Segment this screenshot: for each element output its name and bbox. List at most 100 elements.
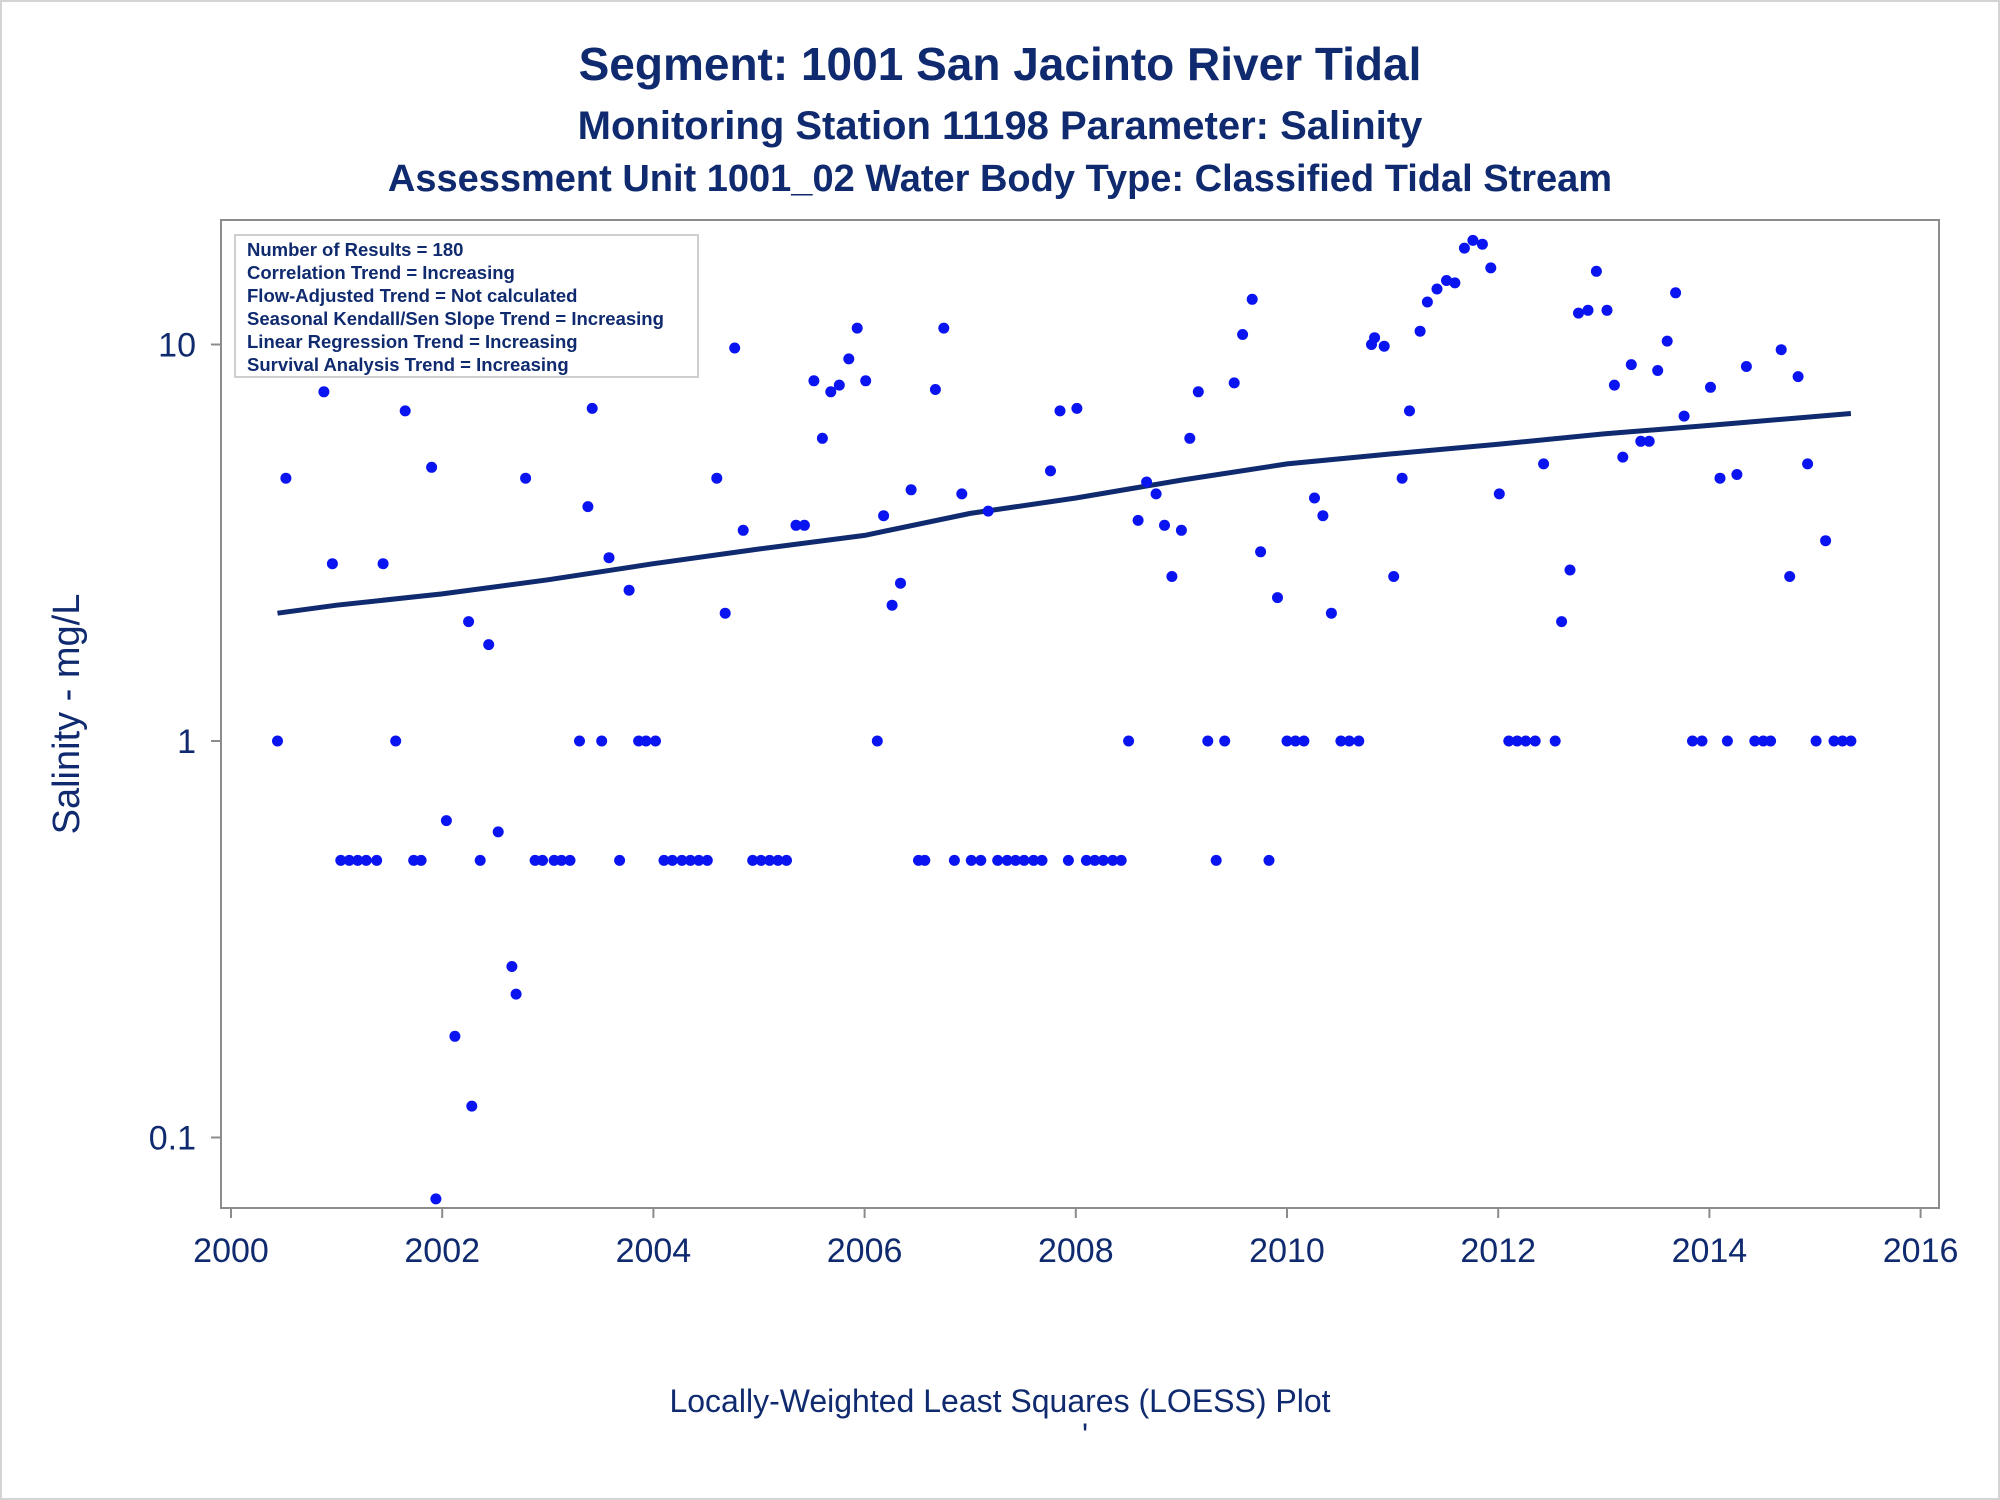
- data-point: [1740, 361, 1752, 372]
- data-point: [755, 854, 767, 866]
- plot-area: [220, 219, 1940, 1209]
- data-point: [1317, 510, 1329, 522]
- x-tick-label: 2004: [616, 1232, 692, 1270]
- data-point: [1705, 381, 1716, 393]
- data-point: [1028, 854, 1040, 866]
- x-axis: 2000 2002 2004 2006 2008 2010 2012 2014 2016: [193, 1208, 1958, 1270]
- data-point: [1421, 296, 1433, 308]
- data-point: [729, 342, 741, 354]
- data-point: [520, 472, 532, 484]
- data-point: [586, 402, 598, 414]
- data-point: [272, 735, 283, 747]
- data-point: [1714, 472, 1726, 484]
- data-point: [860, 375, 872, 387]
- data-point: [790, 519, 802, 531]
- data-point: [1837, 735, 1848, 747]
- data-point: [747, 854, 759, 866]
- data-point: [1485, 262, 1497, 274]
- data-point: [1458, 242, 1470, 254]
- y-axis-label: Salinity - mg/L: [46, 594, 88, 835]
- data-point: [1784, 571, 1796, 582]
- data-point: [833, 379, 845, 391]
- data-point: [1054, 405, 1066, 417]
- data-point: [1810, 735, 1822, 747]
- data-point: [1608, 379, 1620, 391]
- data-point: [1503, 735, 1515, 747]
- data-point: [1696, 735, 1708, 747]
- data-point: [1493, 488, 1505, 500]
- data-point: [1263, 854, 1275, 866]
- data-point: [556, 854, 567, 866]
- data-point: [1036, 854, 1048, 866]
- data-point: [676, 854, 688, 866]
- data-point: [1670, 287, 1682, 299]
- data-point: [390, 735, 402, 747]
- data-point: [510, 988, 522, 1000]
- data-point: [1045, 465, 1056, 477]
- data-point: [343, 854, 355, 866]
- data-point: [474, 854, 486, 866]
- data-point: [1590, 265, 1602, 277]
- data-point: [492, 826, 504, 838]
- data-point: [1175, 524, 1187, 536]
- data-point: [1635, 435, 1647, 447]
- data-point: [1150, 488, 1162, 500]
- data-point: [1010, 854, 1022, 866]
- data-point: [399, 405, 411, 417]
- data-point: [764, 854, 776, 866]
- data-point: [1625, 359, 1637, 371]
- data-point: [878, 510, 890, 522]
- data-point: [1687, 735, 1698, 747]
- data-point: [1141, 476, 1153, 488]
- data-point: [1353, 735, 1365, 747]
- data-point: [415, 854, 427, 866]
- data-point: [1202, 735, 1214, 747]
- data-point: [1255, 546, 1267, 558]
- data-point: [816, 432, 828, 444]
- data-point: [886, 599, 898, 611]
- chart-footnote: Locally-Weighted Least Squares (LOESS) P…: [669, 1383, 1330, 1419]
- data-point: [280, 472, 292, 484]
- data-point: [440, 815, 452, 827]
- data-point: [326, 558, 338, 570]
- data-point: [1396, 472, 1408, 484]
- data-point: [335, 854, 347, 866]
- data-point: [982, 505, 994, 517]
- data-point: [1652, 365, 1664, 376]
- data-point: [1538, 458, 1550, 470]
- data-point: [1549, 735, 1561, 747]
- data-point: [808, 375, 820, 387]
- data-point: [1661, 335, 1673, 347]
- data-point: [463, 616, 475, 628]
- data-point: [1404, 405, 1415, 417]
- data-point: [919, 854, 931, 866]
- x-tick-label: 2012: [1460, 1232, 1536, 1270]
- data-point: [466, 1100, 478, 1112]
- inset-line: Survival Analysis Trend = Increasing: [247, 354, 569, 375]
- data-point: [426, 461, 438, 473]
- data-point: [582, 501, 594, 513]
- data-point: [371, 854, 383, 866]
- data-point: [1071, 402, 1083, 414]
- data-point: [965, 854, 977, 866]
- data-point: [701, 854, 713, 866]
- summary-inset-box: [234, 234, 699, 378]
- data-point: [843, 353, 855, 365]
- data-point: [1166, 571, 1178, 582]
- data-point: [1678, 410, 1690, 422]
- data-point: [737, 524, 749, 536]
- data-point: [895, 577, 906, 589]
- data-point: [1018, 854, 1030, 866]
- data-point: [614, 854, 626, 866]
- data-point: [1721, 735, 1733, 747]
- data-point: [1441, 275, 1452, 286]
- data-point: [1529, 735, 1541, 747]
- data-point: [1449, 277, 1461, 289]
- chart-subtitle: Monitoring Station 11198 Parameter: Sali…: [578, 104, 1423, 148]
- data-point: [1369, 332, 1381, 344]
- data-point: [449, 1030, 461, 1042]
- data-point: [1845, 735, 1857, 747]
- data-point: [1123, 735, 1135, 747]
